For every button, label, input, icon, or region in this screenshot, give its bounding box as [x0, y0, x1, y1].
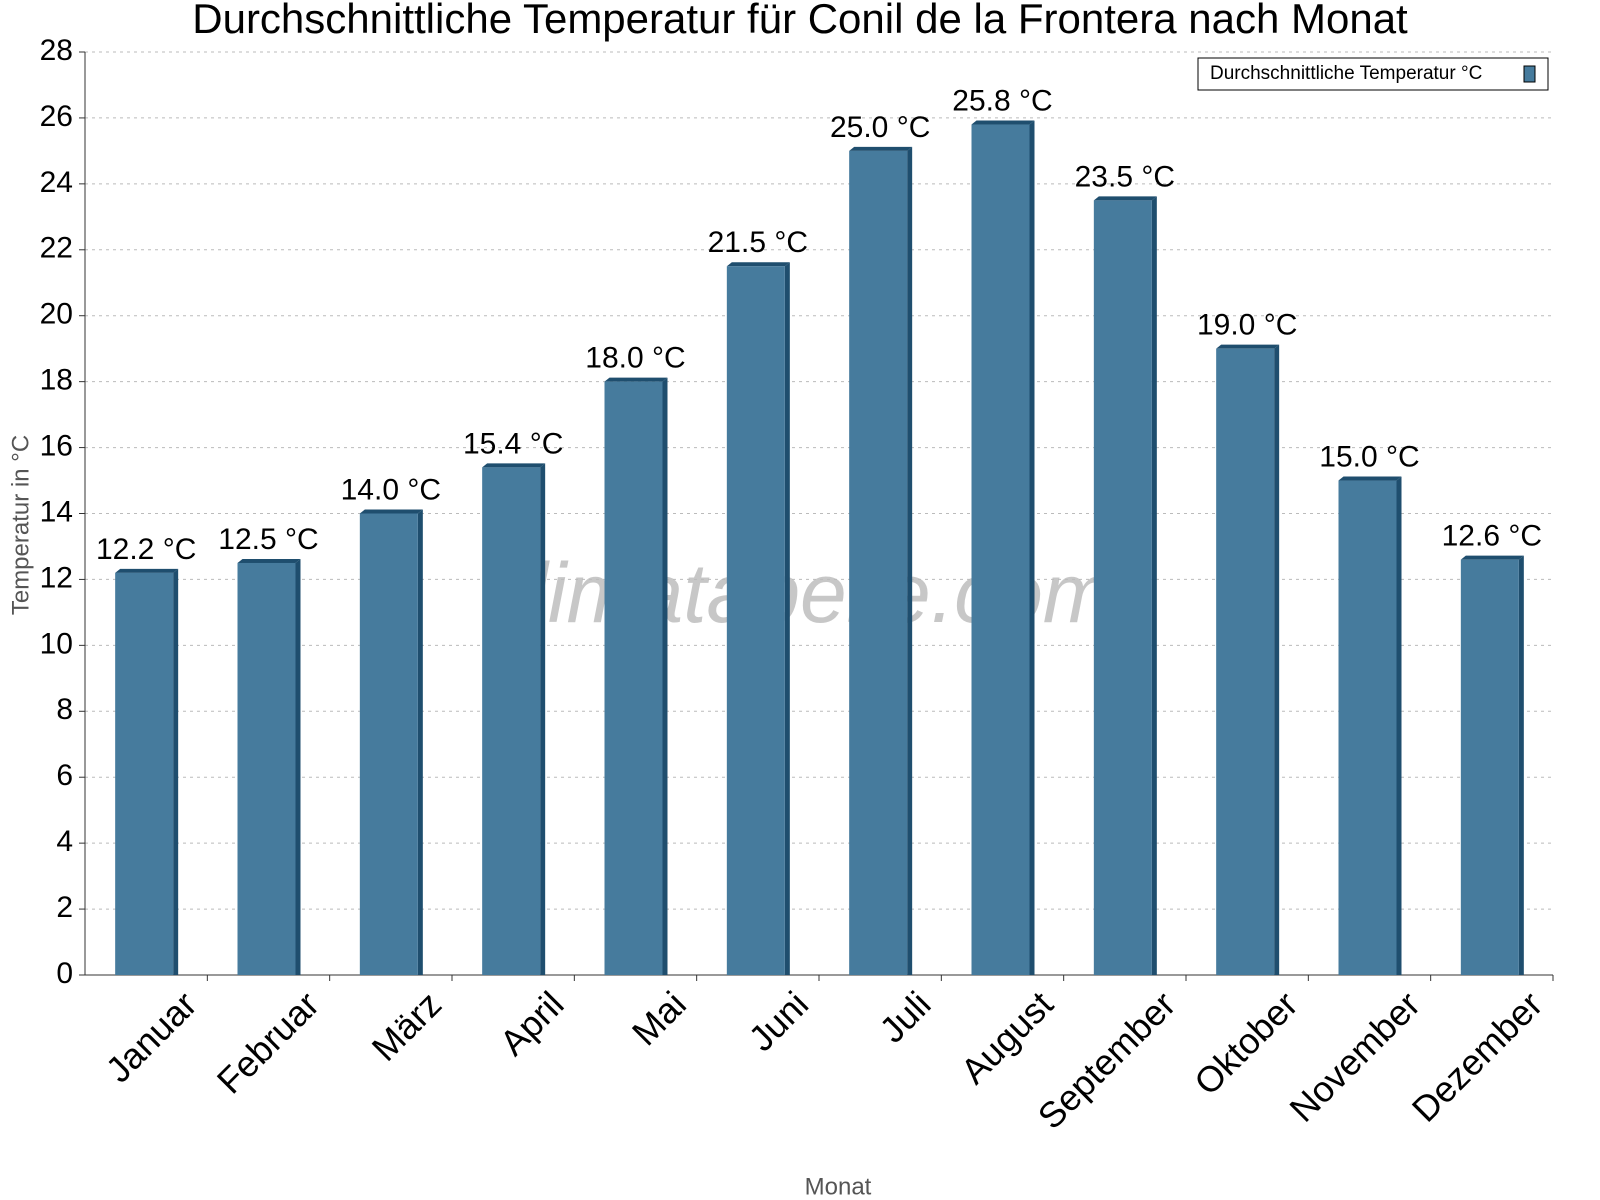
bar [1216, 344, 1280, 975]
x-tick-label: April [492, 983, 572, 1063]
bar-side [295, 558, 301, 975]
bar-front [482, 467, 541, 975]
data-label: 15.4 °C [463, 427, 563, 460]
bar [726, 262, 790, 976]
bar [1460, 555, 1524, 975]
y-tick-label: 8 [56, 693, 73, 726]
bar [482, 463, 546, 975]
bar-top [849, 146, 913, 151]
y-tick-label: 20 [40, 298, 73, 331]
legend-box [1197, 57, 1549, 91]
bar [604, 377, 668, 976]
x-tick-label: August [953, 983, 1061, 1091]
y-axis-label: Temperatur in °C [7, 435, 34, 615]
y-tick-label: 10 [40, 627, 73, 660]
bar-top [237, 558, 301, 563]
data-label: 23.5 °C [1075, 160, 1175, 193]
bar-top [1338, 476, 1402, 481]
x-tick-label: März [364, 983, 450, 1069]
bar-front [1093, 200, 1152, 975]
legend-swatch [1523, 65, 1536, 83]
bar-front [1338, 480, 1397, 975]
bar-top [115, 568, 179, 573]
data-label: 15.0 °C [1319, 440, 1419, 473]
x-tick-label: Januar [98, 983, 205, 1090]
x-tick-label: November [1281, 983, 1427, 1129]
bar [1338, 476, 1402, 975]
data-label: 12.2 °C [96, 533, 196, 566]
data-label: 12.5 °C [218, 523, 318, 556]
bar [237, 558, 301, 975]
bar-top [482, 463, 546, 468]
legend-label: Durchschnittliche Temperatur °C [1210, 63, 1482, 84]
y-tick-label: 0 [56, 957, 73, 990]
y-tick-label: 26 [40, 100, 73, 133]
data-label: 25.0 °C [830, 111, 930, 144]
x-axis-label: Monat [805, 1173, 872, 1200]
bar-front [604, 381, 663, 976]
chart-title: Durchschnittliche Temperatur für Conil d… [192, 0, 1408, 42]
bar-top [1216, 344, 1280, 349]
bar-side [540, 463, 546, 975]
data-label: 12.6 °C [1442, 520, 1542, 553]
x-tick-label: Juli [871, 983, 938, 1050]
bar-front [115, 572, 174, 975]
bar-top [971, 120, 1035, 125]
bar-side [907, 146, 913, 976]
x-tick-label: Dezember [1404, 983, 1550, 1129]
bar-top [726, 262, 790, 267]
bar-side [1396, 476, 1402, 975]
bar-front [237, 562, 296, 975]
bar-top [359, 509, 423, 514]
y-tick-label: 24 [40, 166, 73, 199]
y-tick-label: 28 [40, 34, 73, 67]
x-tick-label: Oktober [1186, 983, 1306, 1103]
bar-side [662, 377, 668, 976]
x-tick-label: Februar [209, 983, 327, 1101]
bar-side [1518, 555, 1524, 975]
bar-top [1460, 555, 1524, 560]
y-tick-label: 2 [56, 891, 73, 924]
bar [359, 509, 423, 975]
y-tick-label: 18 [40, 364, 73, 397]
x-tick-label: Juni [741, 983, 817, 1059]
y-tick-label: 4 [56, 825, 73, 858]
bar-side [784, 262, 790, 976]
bar-side [1274, 344, 1280, 975]
bar-front [726, 266, 785, 976]
bar [971, 120, 1035, 976]
bar-side [1151, 196, 1157, 975]
data-label: 19.0 °C [1197, 309, 1297, 342]
y-tick-label: 14 [40, 495, 73, 528]
bar-top [1093, 196, 1157, 201]
y-tick-label: 22 [40, 232, 73, 265]
bar [115, 568, 179, 975]
y-tick-label: 16 [40, 429, 73, 462]
x-tick-label: Mai [624, 983, 694, 1053]
y-tick-label: 12 [40, 561, 73, 594]
bar-front [971, 124, 1030, 976]
y-tick-label: 6 [56, 759, 73, 792]
bar-top [604, 377, 668, 382]
bar-front [1216, 348, 1275, 975]
bar-side [173, 568, 179, 975]
bar-side [1029, 120, 1035, 976]
bar-front [1460, 559, 1519, 975]
bar [1093, 196, 1157, 975]
bar-front [849, 150, 908, 976]
bar-front [359, 513, 418, 975]
bar [849, 146, 913, 976]
data-label: 14.0 °C [341, 473, 441, 506]
data-label: 25.8 °C [952, 84, 1052, 117]
bar-side [417, 509, 423, 975]
data-label: 21.5 °C [708, 226, 808, 259]
data-label: 18.0 °C [585, 342, 685, 375]
